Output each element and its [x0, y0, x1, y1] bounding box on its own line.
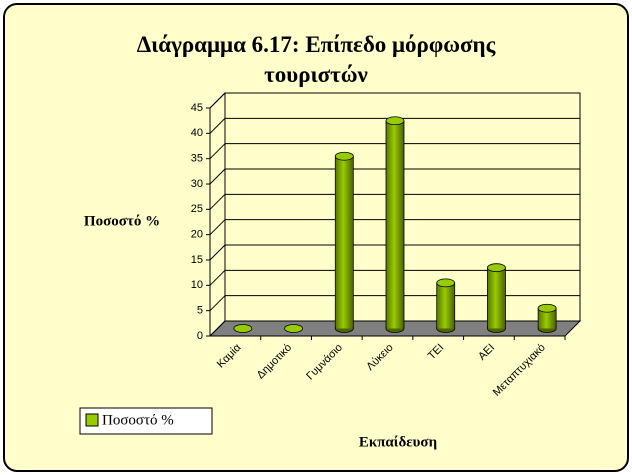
y-tick-label: 15: [191, 254, 203, 266]
y-tick-label: 25: [191, 203, 203, 215]
x-tick-label: ΑΕΙ: [476, 342, 497, 363]
legend-box: [79, 407, 213, 435]
y-tick-label: 30: [191, 178, 203, 190]
y-tick-label: 5: [197, 305, 203, 317]
grid-line: [209, 193, 226, 210]
bar-top: [334, 151, 354, 161]
y-tick-label: 10: [191, 279, 203, 291]
grid-line: [209, 244, 226, 261]
x-axis-label: Εκπαίδευση: [359, 434, 437, 450]
bar: [487, 267, 505, 329]
chart-title: Διάγραμμα 6.17: Επίπεδο μόρφωσης τουριστ…: [136, 32, 496, 87]
bar: [437, 282, 455, 329]
y-tick-label: 45: [191, 102, 203, 114]
bar: [335, 156, 353, 329]
x-tick-label: Γυμνάσιο: [304, 342, 345, 383]
y-tick-label: 20: [191, 229, 203, 241]
bar-top: [487, 263, 506, 273]
legend-swatch: [85, 413, 99, 427]
grid-line: [209, 168, 226, 185]
grid-line: [209, 219, 226, 236]
bar-top: [284, 324, 303, 333]
y-tick-label: 40: [191, 127, 203, 139]
x-tick-label: ΤΕΙ: [426, 342, 447, 363]
y-tick-label: 0: [197, 330, 203, 342]
grid-line: [209, 143, 226, 160]
x-tick-label: Λύκειο: [364, 342, 395, 373]
bar: [538, 308, 556, 329]
bar-top: [436, 278, 456, 288]
bar-top: [537, 303, 557, 313]
grid-line: [209, 269, 226, 286]
grid-line: [209, 92, 226, 109]
bar: [386, 120, 404, 329]
x-tick-label: Μεταπτυχιακό: [491, 342, 548, 399]
x-tick-label: Δημοτικό: [255, 342, 295, 382]
grid-line: [209, 295, 226, 312]
bar-top: [233, 324, 253, 333]
grid-line: [209, 117, 226, 134]
x-tick-label: Καμία: [215, 341, 244, 370]
y-tick-label: 35: [191, 153, 203, 165]
grid-line: [209, 320, 226, 337]
legend-label: Ποσοστό %: [102, 412, 174, 428]
bar-top: [385, 116, 405, 126]
y-axis-label: Ποσοστό %: [84, 213, 160, 229]
